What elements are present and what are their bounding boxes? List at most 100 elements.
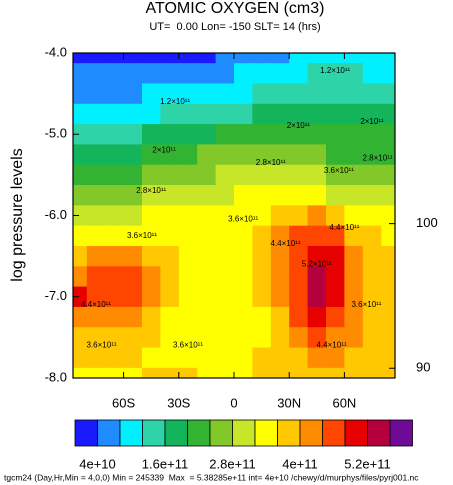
field-cell [142, 327, 161, 349]
field-cell [307, 205, 327, 227]
field-cell [326, 347, 345, 369]
colorbar-box [322, 419, 346, 447]
field-cell [105, 103, 125, 125]
field-cell [178, 286, 198, 308]
field-cell [307, 347, 327, 369]
field-cell [215, 164, 235, 186]
field-cell [252, 53, 272, 64]
field-cell [123, 103, 143, 125]
field-cell [215, 347, 235, 369]
field-cell [252, 185, 272, 206]
x-tick-label: 60N [332, 395, 356, 410]
field-cell [344, 124, 364, 145]
field-cell [270, 306, 290, 328]
field-cell [326, 286, 345, 308]
field-cell [123, 164, 143, 186]
colorbar-box [277, 419, 301, 447]
field-cell [215, 63, 235, 84]
field-cell [252, 164, 272, 186]
field-cell [307, 185, 327, 206]
colorbar-box [187, 419, 211, 447]
field-cell [307, 286, 327, 308]
field-cell [160, 164, 180, 186]
field-cell [142, 266, 161, 288]
field-cell [73, 327, 88, 349]
field-cell [142, 367, 161, 378]
field-cell [197, 144, 217, 166]
field-cell [252, 144, 272, 166]
field-cell [270, 53, 290, 64]
field-cell [215, 306, 235, 328]
field-cell [289, 83, 309, 105]
field-cell [289, 266, 309, 288]
field-cell [362, 83, 382, 105]
field-cell [252, 367, 272, 378]
field-cell [307, 245, 327, 267]
contour-label: 3.6×10¹¹ [351, 300, 381, 309]
chart-title: ATOMIC OXYGEN (cm3) [146, 0, 325, 17]
field-cell [86, 63, 106, 84]
field-cell [123, 144, 143, 166]
field-cell [252, 205, 272, 227]
chart-subtitle: UT= 0.00 Lon= -150 SLT= 14 (hrs) [149, 21, 320, 33]
field-cell [252, 83, 272, 105]
field-cell [105, 164, 125, 186]
field-cell [197, 286, 217, 308]
field-cell [362, 245, 382, 267]
field-cell [105, 225, 125, 247]
field-cell [381, 103, 395, 125]
field-cell [105, 306, 125, 328]
field-cell [105, 327, 125, 349]
contour-label: 3.6×10¹¹ [173, 341, 203, 350]
field-cell [381, 225, 395, 247]
colorbar-box [299, 419, 323, 447]
field-cell [344, 83, 364, 105]
y-tick-label: -6.0 [45, 207, 67, 222]
field-cell [234, 103, 253, 125]
field-cell [362, 124, 382, 145]
field-cell [197, 367, 217, 378]
field-cell [326, 63, 345, 84]
field-cell [73, 53, 88, 64]
field-cell [344, 306, 364, 328]
field-cell [142, 286, 161, 308]
colorbar-box [389, 419, 413, 447]
field-cell [326, 245, 345, 267]
field-cell [105, 286, 125, 308]
field-cell [289, 367, 309, 378]
field-cell [344, 164, 364, 186]
field-cell [123, 367, 143, 378]
field-cell [160, 245, 180, 267]
field-cell [86, 124, 106, 145]
field-cell [381, 83, 395, 105]
field-cell [381, 367, 395, 378]
field-cell [123, 266, 143, 288]
contour-label: 5.2×10¹¹ [302, 259, 332, 268]
field-cell [326, 53, 345, 64]
contour-label: 4.4×10¹¹ [317, 341, 347, 350]
field-cell [289, 306, 309, 328]
field-cell [289, 205, 309, 227]
field-cell [105, 245, 125, 267]
field-cell [160, 83, 180, 105]
field-cell [344, 63, 364, 84]
field-cell [215, 266, 235, 288]
field-cell [215, 144, 235, 166]
field-cell [197, 164, 217, 186]
field-cell [160, 124, 180, 145]
field-cell [252, 63, 272, 84]
field-cell [123, 327, 143, 349]
field-cell [326, 124, 345, 145]
field-cell [123, 347, 143, 369]
field-cell [73, 306, 88, 328]
field-cell [362, 185, 382, 206]
contour-label: 4.4×10¹¹ [271, 239, 301, 248]
field-cell [289, 225, 309, 247]
field-cell [73, 367, 88, 378]
field-cell [344, 286, 364, 308]
field-cell [234, 83, 253, 105]
field-cell [381, 245, 395, 267]
field-cell [160, 185, 180, 206]
field-cell [270, 225, 290, 247]
field-cell [307, 53, 327, 64]
